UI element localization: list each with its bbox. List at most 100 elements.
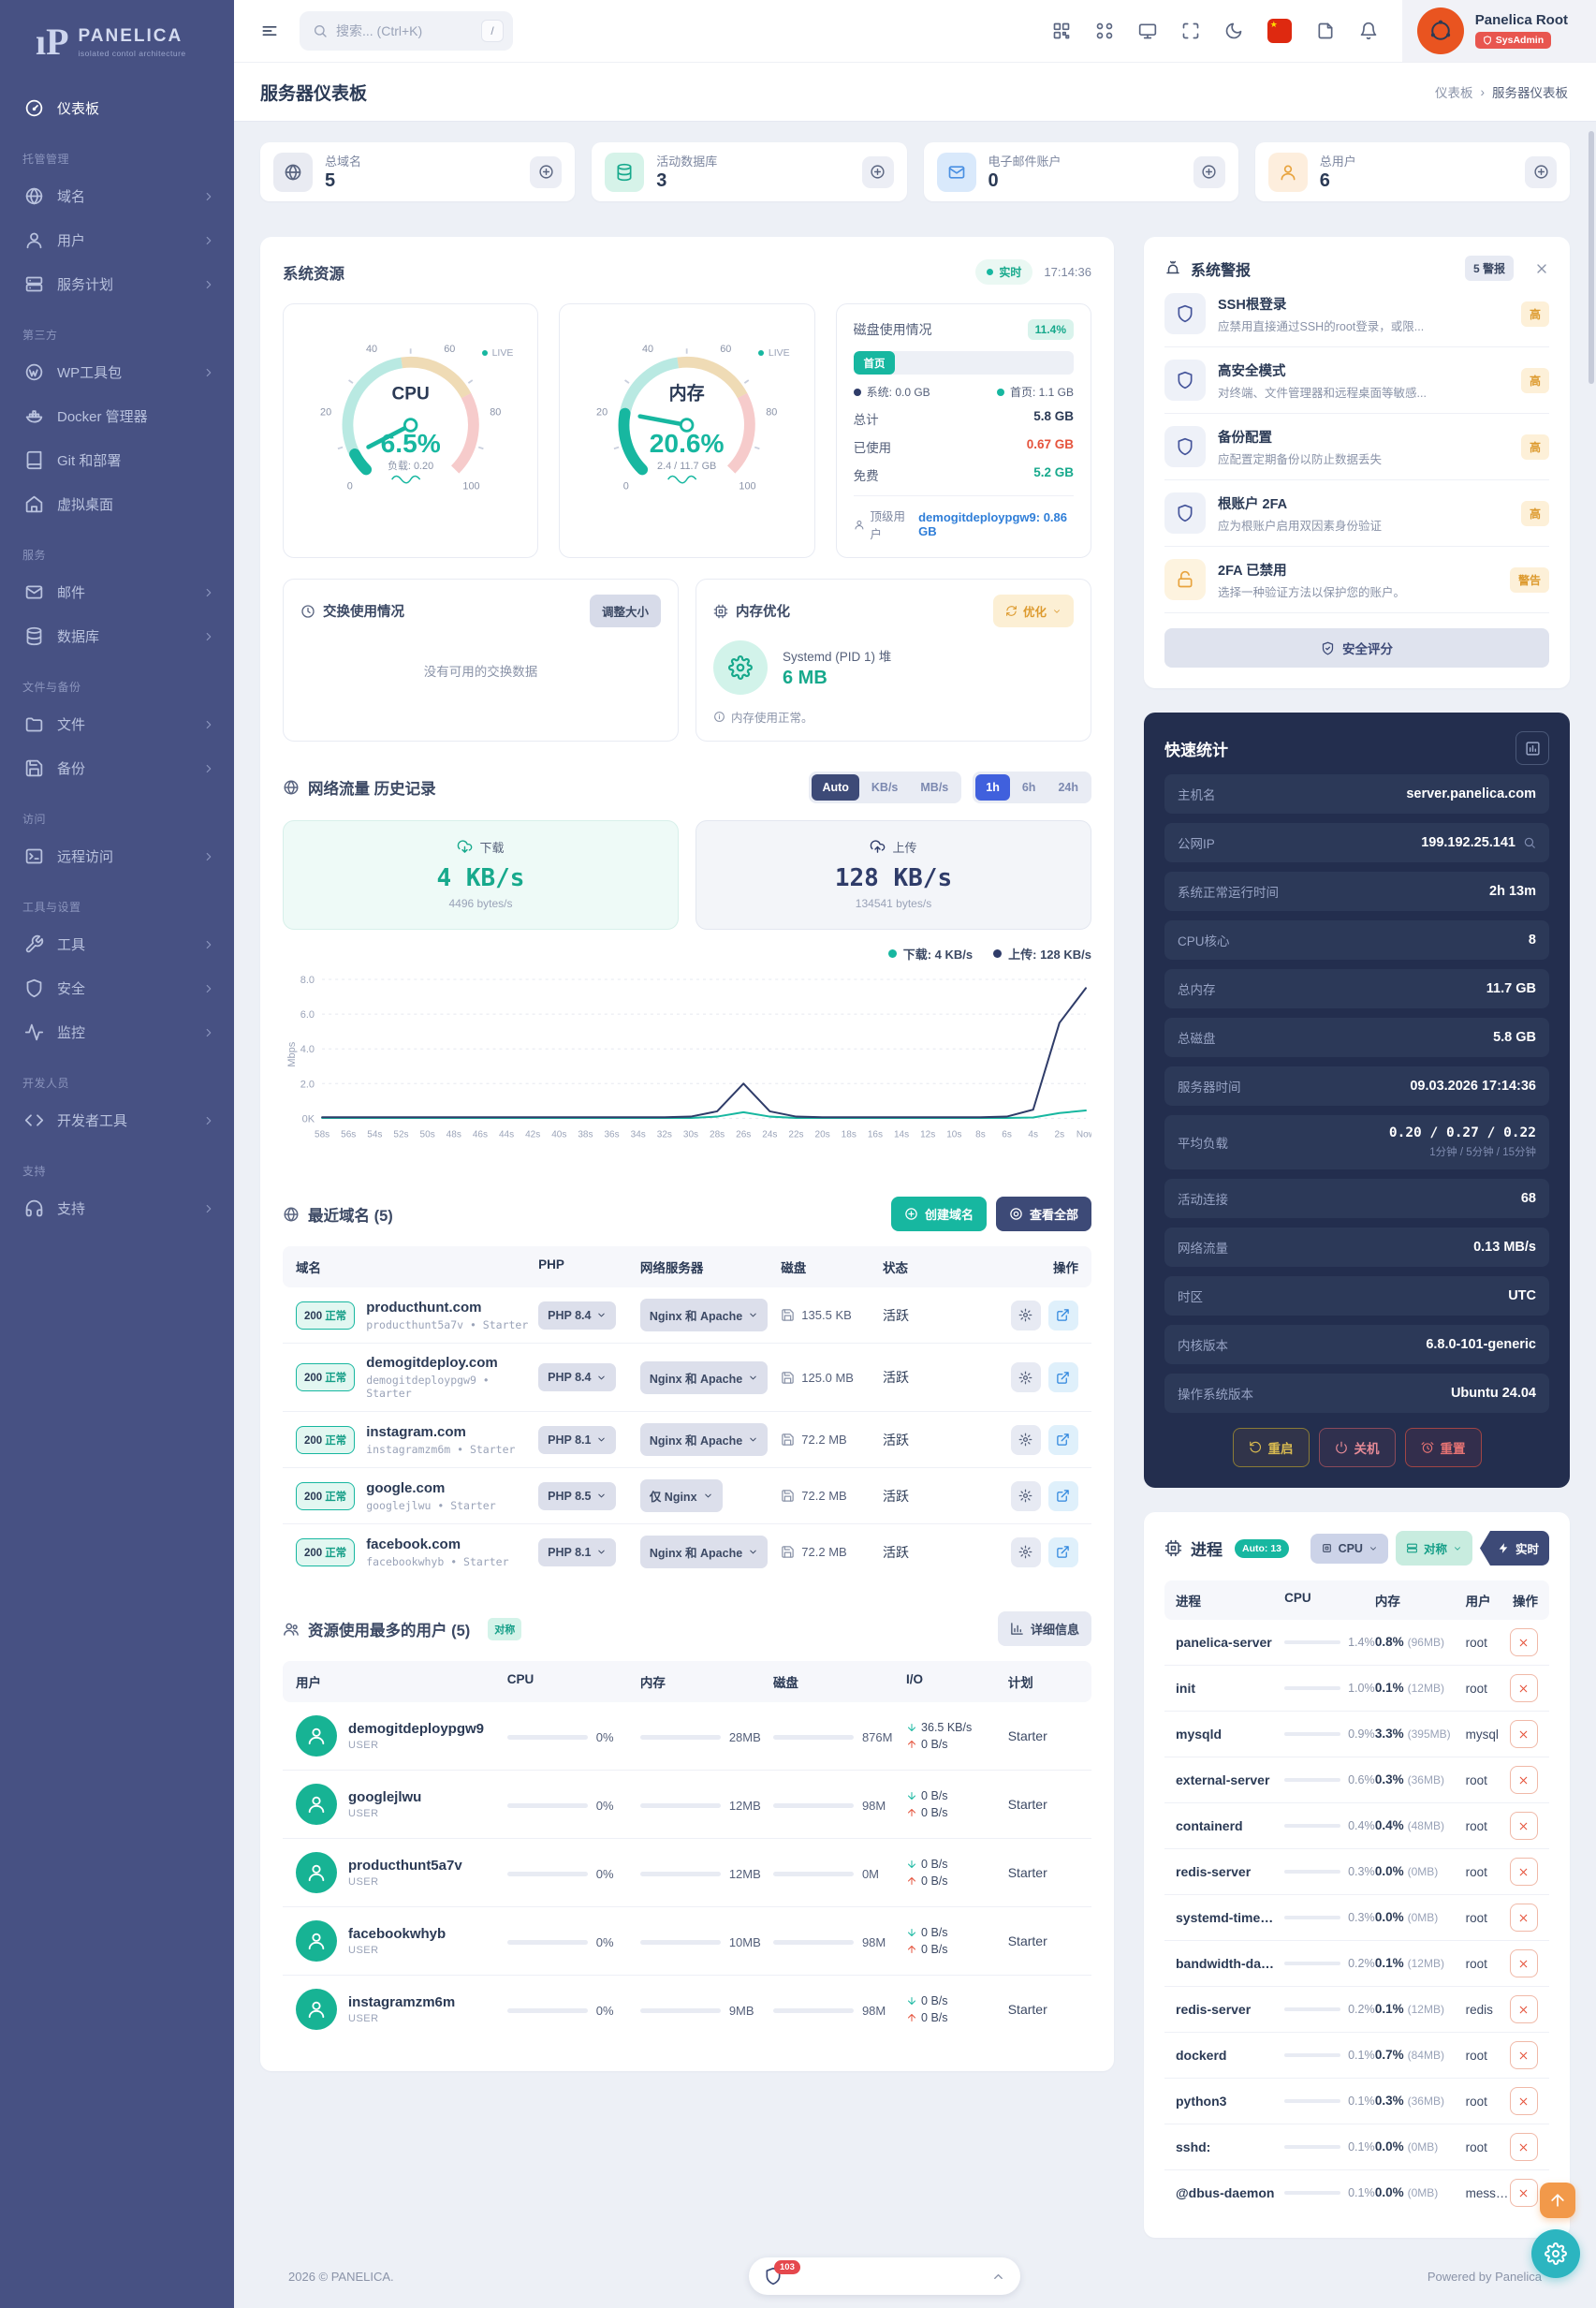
user-details-button[interactable]: 详细信息 xyxy=(997,1611,1091,1647)
sidebar-item-gauge[interactable]: 仪表板 xyxy=(0,86,234,130)
user-menu[interactable]: Panelica Root SysAdmin xyxy=(1401,0,1596,62)
sidebar-item-database[interactable]: 数据库 xyxy=(0,614,234,658)
sidebar-item-book[interactable]: Git 和部署 xyxy=(0,438,234,482)
sidebar-item-mail[interactable]: 邮件 xyxy=(0,570,234,614)
webserver-select[interactable]: Nginx 和 Apache xyxy=(639,1299,769,1332)
domain-open-button[interactable] xyxy=(1047,1536,1078,1567)
user-name[interactable]: demogitdeploypgw9 xyxy=(348,1721,485,1738)
webserver-select[interactable]: Nginx 和 Apache xyxy=(639,1360,769,1394)
sidebar-item-terminal[interactable]: 远程访问 xyxy=(0,834,234,878)
domain-settings-button[interactable] xyxy=(1010,1424,1041,1455)
sidebar-item-wrench[interactable]: 工具 xyxy=(0,922,234,966)
user-name[interactable]: googlejlwu xyxy=(348,1789,422,1806)
sidebar-item-save[interactable]: 备份 xyxy=(0,746,234,790)
server-关机-button[interactable]: 关机 xyxy=(1318,1428,1396,1467)
process-sort-select[interactable]: CPU xyxy=(1310,1533,1388,1564)
php-version-select[interactable]: PHP 8.4 xyxy=(538,1363,617,1392)
stat-add-button[interactable] xyxy=(1193,155,1225,188)
webserver-select[interactable]: Nginx 和 Apache xyxy=(639,1423,769,1457)
network-button-6h[interactable]: 6h xyxy=(1012,774,1047,801)
alert-item[interactable]: 2FA 已禁用 选择一种验证方法以保护您的账户。 警告 xyxy=(1164,547,1549,613)
server-重启-button[interactable]: 重启 xyxy=(1232,1428,1310,1467)
sidebar-item-code[interactable]: 开发者工具 xyxy=(0,1098,234,1142)
stat-add-button[interactable] xyxy=(1525,155,1557,188)
fullscreen-icon[interactable] xyxy=(1181,22,1200,40)
php-version-select[interactable]: PHP 8.1 xyxy=(538,1425,617,1454)
domain-settings-button[interactable] xyxy=(1010,1362,1041,1393)
network-button-24h[interactable]: 24h xyxy=(1047,774,1089,801)
breadcrumb-parent[interactable]: 仪表板 xyxy=(1435,86,1473,100)
scroll-to-top-button[interactable] xyxy=(1540,2183,1575,2218)
kill-process-button[interactable] xyxy=(1509,2133,1538,2161)
domain-name[interactable]: producthunt.com xyxy=(366,1299,482,1316)
disk-top-user-value[interactable]: demogitdeploypgw9: 0.86 GB xyxy=(918,510,1068,538)
sidebar-item-activity[interactable]: 监控 xyxy=(0,1010,234,1054)
network-button-mb/s[interactable]: MB/s xyxy=(910,774,959,801)
notifications-bell-icon[interactable] xyxy=(1359,22,1378,40)
sidebar-item-home[interactable]: 虚拟桌面 xyxy=(0,482,234,526)
alert-item[interactable]: 备份配置 应配置定期备份以防止数据丢失 高 xyxy=(1164,414,1549,480)
settings-fab-button[interactable] xyxy=(1531,2229,1580,2278)
network-button-auto[interactable]: Auto xyxy=(812,774,859,801)
security-summary-pill[interactable]: 103 xyxy=(749,2257,1020,2295)
user-name[interactable]: producthunt5a7v xyxy=(348,1858,462,1874)
kill-process-button[interactable] xyxy=(1509,1995,1538,2023)
network-button-kb/s[interactable]: KB/s xyxy=(861,774,908,801)
domain-settings-button[interactable] xyxy=(1010,1480,1041,1511)
view-all-domains-button[interactable]: 查看全部 xyxy=(995,1197,1091,1232)
monitor-icon[interactable] xyxy=(1138,22,1157,40)
sidebar-item-server[interactable]: 服务计划 xyxy=(0,262,234,306)
domain-settings-button[interactable] xyxy=(1010,1536,1041,1567)
sidebar-item-wordpress[interactable]: WP工具包 xyxy=(0,350,234,394)
create-domain-button[interactable]: 创建域名 xyxy=(890,1197,987,1232)
sidebar-item-folder[interactable]: 文件 xyxy=(0,702,234,746)
domain-settings-button[interactable] xyxy=(1010,1300,1041,1330)
menu-toggle-icon[interactable] xyxy=(260,22,279,40)
kill-process-button[interactable] xyxy=(1509,1720,1538,1748)
user-name[interactable]: instagramzm6m xyxy=(348,1994,456,2011)
sidebar-item-shield[interactable]: 安全 xyxy=(0,966,234,1010)
webserver-select[interactable]: 仅 Nginx xyxy=(639,1479,723,1513)
kill-process-button[interactable] xyxy=(1509,2041,1538,2069)
domain-name[interactable]: instagram.com xyxy=(366,1423,466,1440)
app-logo[interactable]: ıP PANELICA isolated contol architecture xyxy=(0,0,234,86)
domain-open-button[interactable] xyxy=(1047,1362,1078,1393)
stat-add-button[interactable] xyxy=(861,155,894,188)
alert-item[interactable]: 根账户 2FA 应为根账户启用双因素身份验证 高 xyxy=(1164,480,1549,547)
dark-mode-moon-icon[interactable] xyxy=(1224,22,1243,40)
domain-open-button[interactable] xyxy=(1047,1300,1078,1330)
kill-process-button[interactable] xyxy=(1509,1766,1538,1794)
kill-process-button[interactable] xyxy=(1509,1949,1538,1977)
kill-process-button[interactable] xyxy=(1509,2087,1538,2115)
alert-item[interactable]: 高安全模式 对终端、文件管理器和远程桌面等敏感... 高 xyxy=(1164,347,1549,414)
language-flag-icon[interactable] xyxy=(1267,19,1292,43)
server-重置-button[interactable]: 重置 xyxy=(1404,1428,1482,1467)
chevron-up-icon[interactable] xyxy=(991,2270,1005,2284)
php-version-select[interactable]: PHP 8.1 xyxy=(538,1537,617,1566)
process-mode-select[interactable]: 对称 xyxy=(1395,1531,1472,1566)
php-version-select[interactable]: PHP 8.5 xyxy=(538,1481,617,1510)
qr-code-icon[interactable] xyxy=(1052,22,1071,40)
search-input[interactable] xyxy=(336,23,458,38)
kill-process-button[interactable] xyxy=(1509,2179,1538,2207)
apps-grid-icon[interactable] xyxy=(1095,22,1114,40)
search-icon[interactable] xyxy=(1523,836,1536,849)
kill-process-button[interactable] xyxy=(1509,1628,1538,1656)
kill-process-button[interactable] xyxy=(1509,1904,1538,1932)
domain-open-button[interactable] xyxy=(1047,1424,1078,1455)
kill-process-button[interactable] xyxy=(1509,1858,1538,1886)
network-button-1h[interactable]: 1h xyxy=(975,774,1010,801)
sidebar-item-headphones[interactable]: 支持 xyxy=(0,1186,234,1230)
domain-open-button[interactable] xyxy=(1047,1480,1078,1511)
php-version-select[interactable]: PHP 8.4 xyxy=(538,1301,617,1330)
kill-process-button[interactable] xyxy=(1509,1674,1538,1702)
notes-icon[interactable] xyxy=(1316,22,1335,40)
stat-add-button[interactable] xyxy=(530,155,563,188)
memopt-optimize-button[interactable]: 优化 xyxy=(992,595,1074,627)
page-scrollbar[interactable] xyxy=(1589,131,1594,384)
sidebar-item-docker[interactable]: Docker 管理器 xyxy=(0,394,234,438)
alerts-close-icon[interactable] xyxy=(1534,261,1549,276)
user-name[interactable]: facebookwhyb xyxy=(348,1926,447,1943)
domain-name[interactable]: demogitdeploy.com xyxy=(366,1355,498,1372)
security-score-button[interactable]: 安全评分 xyxy=(1164,628,1549,668)
